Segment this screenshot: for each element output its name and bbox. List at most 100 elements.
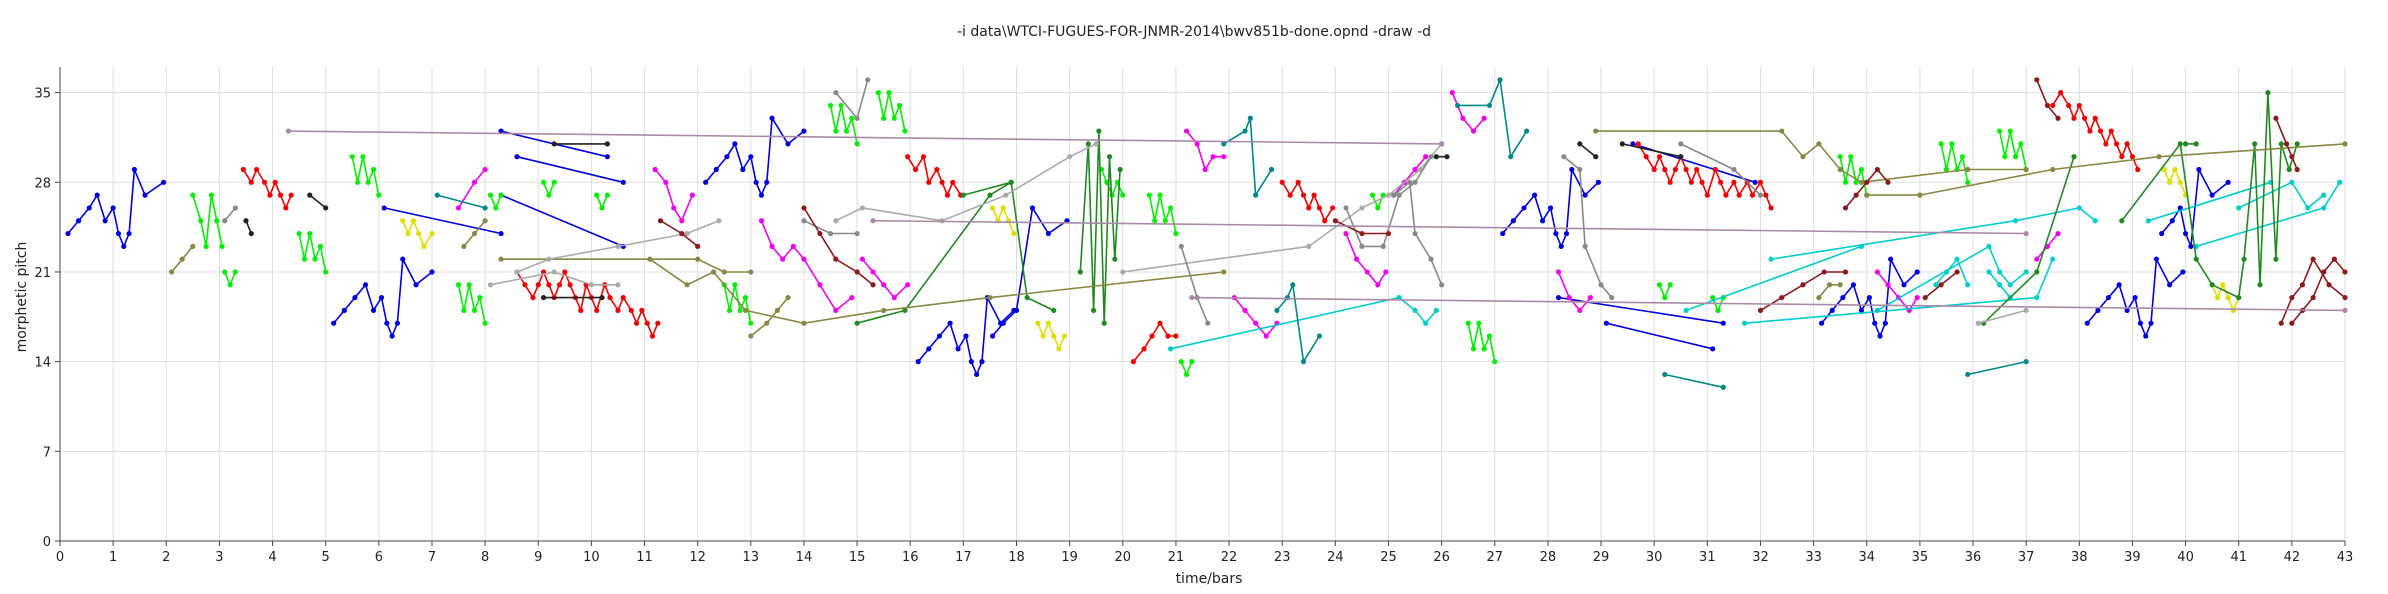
data-point bbox=[190, 192, 196, 198]
pattern-series bbox=[1221, 115, 1275, 198]
data-point bbox=[2289, 179, 2295, 185]
data-point bbox=[1853, 192, 1859, 198]
data-point bbox=[421, 243, 427, 249]
data-point bbox=[1385, 230, 1392, 237]
data-point bbox=[647, 256, 653, 262]
data-point bbox=[2132, 294, 2138, 301]
data-point bbox=[2034, 269, 2040, 275]
data-point bbox=[1917, 192, 1923, 198]
data-point bbox=[955, 346, 961, 352]
data-point bbox=[679, 230, 685, 237]
data-point bbox=[1106, 154, 1113, 160]
data-point bbox=[1141, 346, 1147, 352]
data-point bbox=[1112, 256, 1118, 262]
data-point bbox=[1595, 179, 1601, 185]
data-point bbox=[2310, 294, 2316, 301]
pattern-series bbox=[1768, 205, 2098, 262]
data-point bbox=[2023, 230, 2029, 237]
data-point bbox=[2076, 102, 2082, 109]
data-point bbox=[1914, 269, 1920, 275]
data-point bbox=[774, 307, 780, 314]
x-tick-label: 22 bbox=[1221, 550, 1238, 565]
data-point bbox=[65, 230, 71, 237]
pattern-series bbox=[1837, 154, 1870, 198]
series-line bbox=[333, 258, 433, 337]
series-line bbox=[437, 194, 486, 209]
data-point bbox=[934, 166, 940, 173]
pattern-series bbox=[2034, 230, 2061, 262]
series-line bbox=[1345, 156, 1432, 248]
data-point bbox=[551, 179, 557, 185]
data-point bbox=[1263, 333, 1269, 339]
data-point bbox=[378, 294, 385, 301]
data-point bbox=[248, 179, 254, 185]
data-point bbox=[716, 218, 722, 224]
pattern-series bbox=[1933, 256, 1971, 288]
data-point bbox=[2119, 218, 2125, 224]
data-point bbox=[323, 269, 329, 275]
x-tick-label: 6 bbox=[375, 550, 383, 565]
pattern-series bbox=[400, 218, 435, 249]
data-point bbox=[1306, 243, 1312, 249]
data-point bbox=[1300, 192, 1307, 198]
data-point bbox=[1178, 359, 1184, 365]
data-point bbox=[671, 205, 677, 211]
data-point bbox=[1433, 307, 1439, 314]
data-point bbox=[2023, 166, 2029, 173]
series-line bbox=[1685, 245, 1862, 312]
data-point bbox=[1954, 256, 1960, 262]
data-point bbox=[1332, 218, 1338, 224]
pattern-series bbox=[594, 192, 610, 211]
x-tick-label: 8 bbox=[481, 550, 489, 565]
data-point bbox=[652, 166, 658, 173]
data-point bbox=[801, 218, 807, 224]
data-point bbox=[1768, 205, 1774, 211]
x-tick-label: 32 bbox=[1752, 550, 1769, 565]
data-point bbox=[307, 192, 313, 198]
data-point bbox=[742, 307, 749, 314]
data-point bbox=[2289, 320, 2295, 326]
data-point bbox=[1848, 154, 1854, 160]
pattern-series bbox=[487, 192, 504, 211]
data-point bbox=[522, 282, 528, 288]
data-point bbox=[2273, 115, 2279, 121]
series-line bbox=[856, 181, 1012, 324]
data-point bbox=[854, 141, 860, 147]
data-point bbox=[732, 141, 738, 147]
pattern-series bbox=[1683, 243, 1865, 314]
data-point bbox=[2310, 256, 2316, 262]
data-point bbox=[1120, 269, 1126, 275]
x-tick-label: 39 bbox=[2124, 550, 2141, 565]
data-point bbox=[121, 243, 127, 249]
series-line bbox=[2275, 117, 2298, 170]
pattern-series bbox=[801, 218, 860, 237]
data-point bbox=[875, 90, 881, 96]
data-point bbox=[1720, 320, 1726, 326]
data-point bbox=[1667, 179, 1673, 185]
data-point bbox=[801, 205, 807, 211]
data-point bbox=[1183, 128, 1190, 134]
data-point bbox=[2342, 141, 2348, 147]
pattern-series bbox=[1279, 179, 1336, 224]
pattern-series bbox=[2159, 166, 2231, 249]
data-point bbox=[663, 179, 669, 185]
data-point bbox=[2273, 256, 2279, 262]
data-point bbox=[1221, 269, 1227, 275]
data-point bbox=[1853, 179, 1859, 185]
data-point bbox=[578, 307, 584, 314]
data-point bbox=[2220, 282, 2226, 288]
x-tick-label: 36 bbox=[1965, 550, 1982, 565]
data-point bbox=[833, 256, 839, 262]
data-point bbox=[2087, 128, 2093, 134]
data-point bbox=[2299, 282, 2306, 288]
data-point bbox=[2137, 320, 2144, 326]
series-line bbox=[1467, 322, 1496, 362]
data-point bbox=[1954, 269, 1960, 275]
data-point bbox=[272, 179, 278, 185]
data-point bbox=[974, 371, 980, 378]
data-point bbox=[362, 282, 369, 288]
pattern-series bbox=[1433, 154, 1450, 160]
series-line bbox=[1502, 168, 1599, 248]
data-point bbox=[222, 218, 228, 224]
